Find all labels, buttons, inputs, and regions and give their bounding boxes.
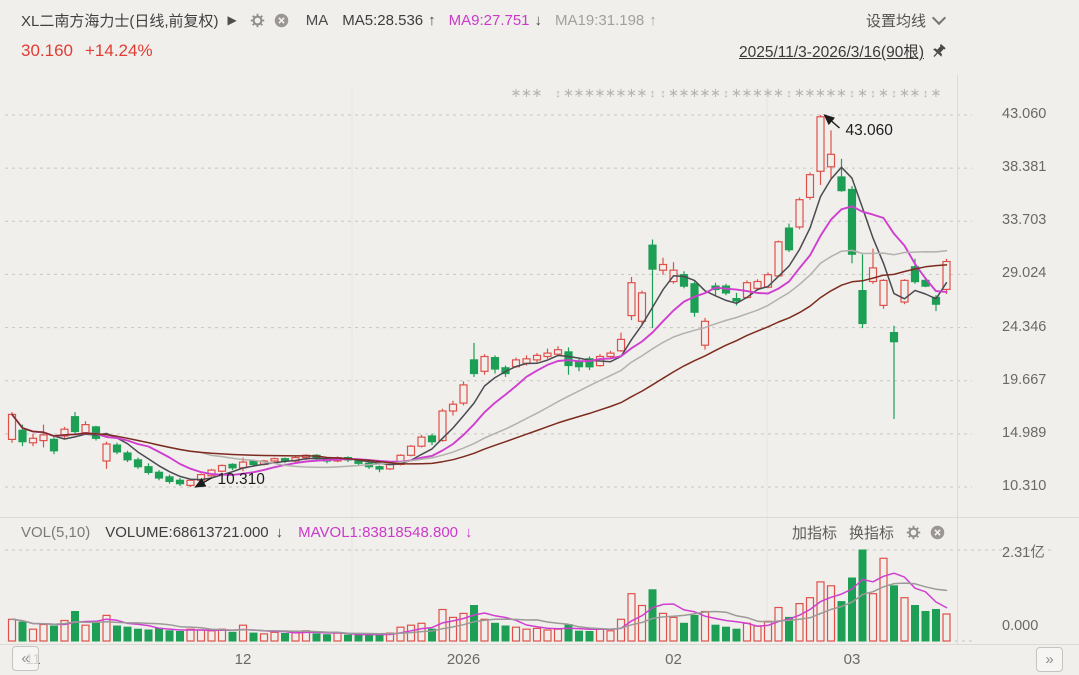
y-axis-label: 38.381: [1002, 159, 1047, 176]
x-axis-label: 12: [234, 651, 252, 668]
gear-icon[interactable]: [250, 13, 265, 28]
svg-text:↕: ↕: [849, 88, 855, 100]
svg-text:∗: ∗: [910, 85, 921, 100]
svg-text:∗: ∗: [731, 85, 742, 100]
x-axis-label: 2026: [446, 651, 481, 668]
volume-value: VOLUME:68613721.000: [105, 523, 269, 541]
mavol-trend-icon: ↓: [465, 523, 473, 541]
y-axis-label: 19.667: [1002, 371, 1047, 388]
svg-text:∗: ∗: [878, 85, 889, 100]
main-header: XL二南方海力士(日线,前复权) ▶ MA MA5:28.536 ↑ MA9:2…: [0, 7, 957, 33]
mavol-value: MAVOL1:83818548.800: [298, 523, 458, 541]
volume-axis-max: 2.31亿: [1002, 545, 1045, 561]
ma19-trend-icon: ↑: [649, 11, 657, 29]
x-axis-label: 02: [665, 651, 682, 668]
svg-text:∗: ∗: [700, 85, 711, 100]
svg-text:43.060: 43.060: [846, 122, 894, 139]
svg-text:∗: ∗: [836, 85, 847, 100]
last-price: 30.160: [21, 41, 73, 60]
svg-text:10.310: 10.310: [218, 471, 266, 488]
volume-header: VOL(5,10) VOLUME:68613721.000 ↓ MAVOL1:8…: [0, 519, 957, 545]
add-indicator-button[interactable]: 加指标: [791, 524, 837, 542]
svg-text:↕: ↕: [723, 88, 729, 100]
svg-text:∗: ∗: [626, 85, 637, 100]
switch-indicator-button[interactable]: 换指标: [848, 524, 894, 542]
svg-text:∗: ∗: [595, 85, 606, 100]
svg-text:∗: ∗: [679, 85, 690, 100]
svg-text:∗: ∗: [511, 85, 522, 100]
svg-text:∗: ∗: [668, 85, 679, 100]
vol-indicator-label: VOL(5,10): [21, 523, 91, 541]
svg-text:∗: ∗: [563, 85, 574, 100]
quote-row: 30.160 +14.24% 2025/11/3-2026/3/16(90根): [0, 38, 957, 64]
svg-text:∗: ∗: [605, 85, 616, 100]
svg-text:∗: ∗: [794, 85, 805, 100]
svg-text:∗: ∗: [742, 85, 753, 100]
svg-text:∗: ∗: [826, 85, 837, 100]
svg-text:∗: ∗: [752, 85, 763, 100]
instrument-title: XL二南方海力士(日线,前复权): [21, 12, 219, 30]
chevron-down-icon: [931, 10, 947, 26]
ma5-value: MA5:28.536: [342, 11, 424, 29]
svg-text:↕: ↕: [650, 88, 656, 100]
volume-trend-icon: ↓: [275, 523, 284, 541]
y-axis-label: 33.703: [1002, 212, 1047, 229]
scroll-forward-button[interactable]: »: [1036, 647, 1063, 672]
y-axis-label: 29.024: [1002, 265, 1047, 282]
svg-text:∗: ∗: [689, 85, 700, 100]
indicator-close-icon[interactable]: [930, 525, 945, 540]
play-icon[interactable]: ▶: [227, 13, 237, 27]
svg-text:∗: ∗: [763, 85, 774, 100]
svg-text:∗: ∗: [532, 85, 543, 100]
y-axis-label: 43.060: [1002, 106, 1047, 122]
svg-text:∗: ∗: [899, 85, 910, 100]
svg-text:∗: ∗: [584, 85, 595, 100]
indicator-gear-icon[interactable]: [906, 525, 921, 540]
pin-icon[interactable]: [930, 43, 947, 60]
svg-text:∗: ∗: [815, 85, 826, 100]
svg-text:∗: ∗: [857, 85, 868, 100]
svg-text:↕: ↕: [555, 88, 561, 100]
ma5-trend-icon: ↑: [428, 11, 436, 29]
svg-text:∗: ∗: [574, 85, 585, 100]
svg-text:∗: ∗: [521, 85, 532, 100]
svg-text:↕: ↕: [660, 88, 666, 100]
ma9-trend-icon: ↓: [534, 11, 543, 29]
scroll-back-button[interactable]: «: [12, 646, 39, 671]
svg-text:∗: ∗: [805, 85, 816, 100]
svg-text:↕: ↕: [786, 88, 792, 100]
close-icon[interactable]: [274, 13, 289, 28]
price-change-percent: +14.24%: [85, 41, 153, 60]
ma19-value: MA19:31.198: [555, 11, 645, 29]
y-axis-label: 24.346: [1002, 318, 1047, 335]
volume-axis-zero: 0.000: [1002, 618, 1039, 634]
x-axis-label: 03: [843, 651, 861, 668]
ma9-value: MA9:27.751: [448, 11, 530, 29]
svg-text:∗: ∗: [773, 85, 784, 100]
ma-group-label: MA: [305, 11, 329, 29]
svg-text:∗: ∗: [616, 85, 627, 100]
date-range-control[interactable]: 2025/11/3-2026/3/16(90根): [739, 40, 957, 62]
date-range-label[interactable]: 2025/11/3-2026/3/16(90根): [739, 44, 924, 61]
svg-text:∗: ∗: [710, 85, 721, 100]
svg-text:↕: ↕: [923, 88, 929, 100]
svg-text:∗: ∗: [931, 85, 942, 100]
svg-text:↕: ↕: [870, 88, 876, 100]
svg-text:∗: ∗: [637, 85, 648, 100]
y-axis-label: 10.310: [1002, 478, 1047, 494]
y-axis-label: 14.989: [1002, 424, 1047, 441]
svg-text:↕: ↕: [891, 88, 897, 100]
ma-settings-button[interactable]: 设置均线: [866, 10, 957, 31]
